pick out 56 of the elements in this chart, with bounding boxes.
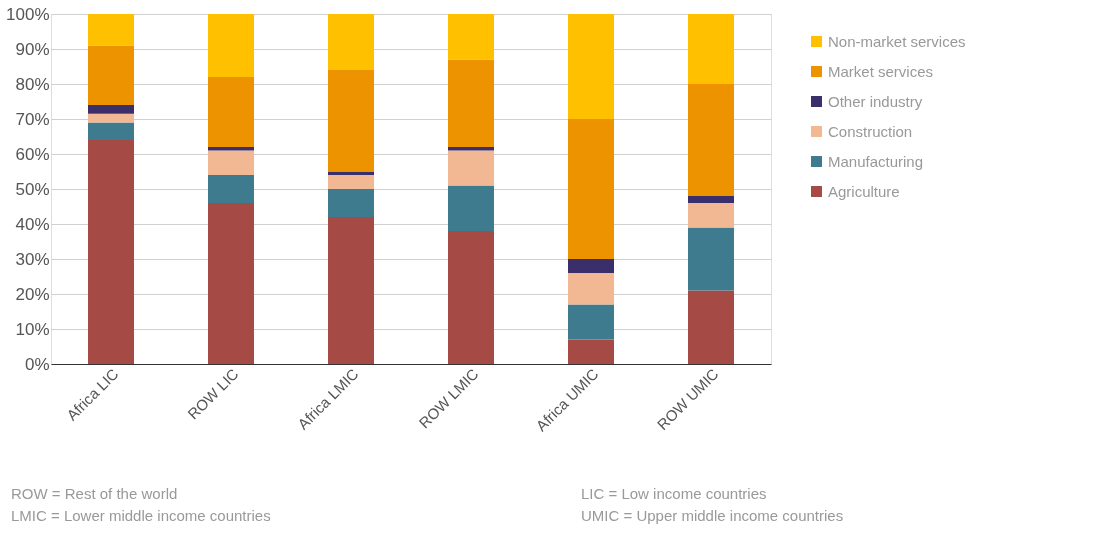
bar bbox=[88, 140, 134, 364]
y-tick-label: 0% bbox=[24, 354, 50, 374]
bar bbox=[208, 14, 254, 77]
bar bbox=[448, 14, 494, 60]
text: LIC = Low income countries bbox=[581, 485, 767, 502]
bar bbox=[688, 227, 734, 291]
bar bbox=[88, 45, 134, 105]
legend-label: Agriculture bbox=[828, 182, 900, 200]
text: LMIC = Lower middle income countries bbox=[11, 507, 271, 524]
bar bbox=[688, 84, 734, 196]
bar bbox=[328, 14, 374, 70]
y-tick-label: 60% bbox=[15, 144, 50, 164]
bar bbox=[568, 273, 614, 305]
bar bbox=[88, 14, 134, 46]
bar bbox=[328, 70, 374, 172]
bar bbox=[568, 14, 614, 119]
y-tick-label: 90% bbox=[15, 39, 50, 59]
legend-label: Non-market services bbox=[828, 32, 966, 50]
bar bbox=[448, 231, 494, 364]
bar bbox=[88, 105, 134, 114]
legend-label: Construction bbox=[828, 122, 913, 140]
text: ROW = Rest of the world bbox=[11, 485, 178, 502]
bar bbox=[688, 196, 734, 203]
bar bbox=[448, 185, 494, 231]
bar bbox=[568, 339, 614, 364]
y-tick-label: 20% bbox=[15, 284, 50, 304]
legend-label: Other industry bbox=[828, 92, 923, 110]
bar bbox=[688, 203, 734, 228]
bar bbox=[448, 147, 494, 151]
y-tick-label: 10% bbox=[15, 319, 50, 339]
bar bbox=[448, 59, 494, 147]
bar bbox=[328, 217, 374, 364]
y-tick-label: 50% bbox=[15, 179, 50, 199]
bar bbox=[208, 150, 254, 175]
bar bbox=[568, 259, 614, 273]
y-tick-label: 70% bbox=[15, 109, 50, 129]
bar bbox=[688, 14, 734, 84]
bar bbox=[208, 77, 254, 147]
bar bbox=[208, 203, 254, 364]
bar bbox=[328, 189, 374, 217]
bar bbox=[568, 119, 614, 259]
bar bbox=[88, 122, 134, 140]
bar bbox=[328, 175, 374, 189]
legend-label: Market services bbox=[828, 62, 934, 80]
bar bbox=[88, 113, 134, 123]
bar bbox=[448, 150, 494, 186]
y-tick-label: 100% bbox=[6, 4, 50, 24]
legend-label: Manufacturing bbox=[828, 152, 924, 170]
y-tick-label: 80% bbox=[15, 74, 50, 94]
y-tick-label: 40% bbox=[15, 214, 50, 234]
bar bbox=[208, 147, 254, 151]
y-tick-label: 30% bbox=[15, 249, 50, 269]
text: UMIC = Upper middle income countries bbox=[581, 507, 844, 524]
bar bbox=[208, 175, 254, 203]
bar bbox=[688, 290, 734, 364]
bar bbox=[568, 304, 614, 340]
